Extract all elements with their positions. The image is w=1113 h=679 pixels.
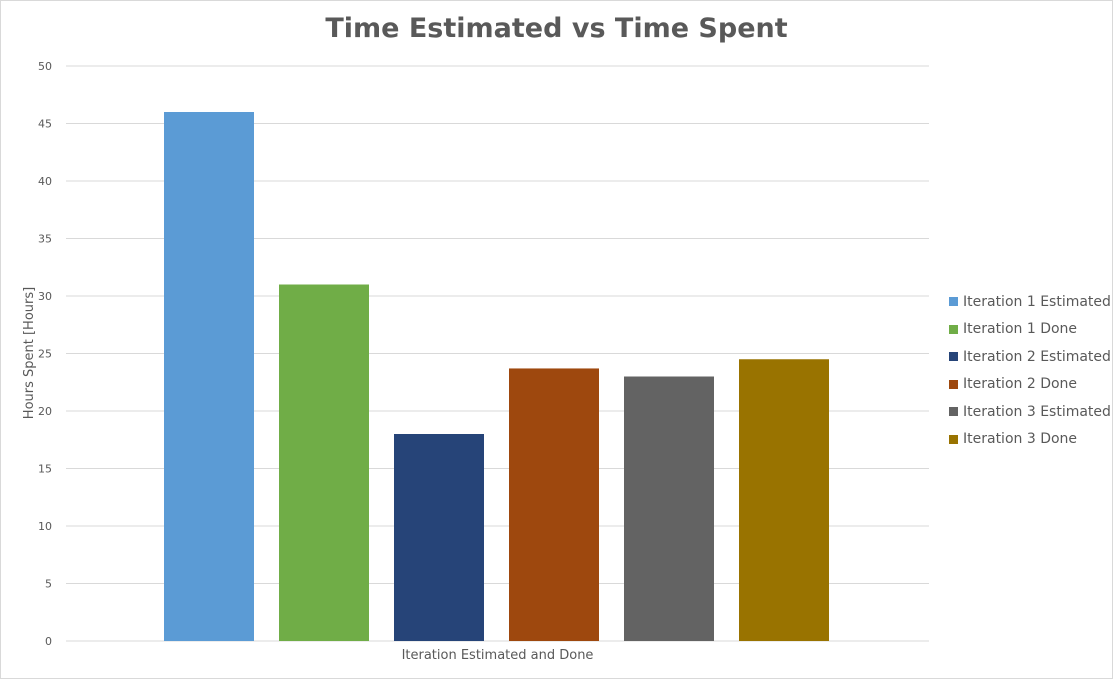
- legend-label: Iteration 2 Estimated: [963, 348, 1111, 365]
- bar-iteration-2-estimated: [394, 434, 484, 641]
- legend-label: Iteration 3 Done: [963, 431, 1078, 448]
- y-tick-label: 25: [38, 348, 52, 361]
- x-axis-title: Iteration Estimated and Done: [402, 648, 594, 663]
- y-tick-label: 0: [45, 635, 52, 648]
- y-tick-label: 45: [38, 118, 52, 131]
- legend-label: Iteration 1 Estimated: [963, 293, 1111, 310]
- bar-iteration-1-estimated: [164, 112, 254, 641]
- y-tick-label: 10: [38, 520, 52, 533]
- y-axis-ticks: 0 5 10 15 20 25 30 35 40 45 50: [38, 60, 52, 648]
- legend-item: Iteration 2 Done: [949, 371, 1111, 399]
- bar-iteration-3-estimated: [624, 376, 714, 641]
- bar-iteration-2-done: [509, 368, 599, 641]
- y-tick-label: 50: [38, 60, 52, 73]
- chart-title: Time Estimated vs Time Spent: [325, 13, 788, 44]
- legend-label: Iteration 3 Estimated: [963, 403, 1111, 420]
- y-tick-label: 5: [45, 578, 52, 591]
- legend-label: Iteration 1 Done: [963, 321, 1078, 338]
- legend-item: Iteration 3 Estimated: [949, 398, 1111, 426]
- y-tick-label: 40: [38, 175, 52, 188]
- y-tick-label: 30: [38, 290, 52, 303]
- legend-swatch: [949, 297, 958, 307]
- legend-swatch: [949, 434, 958, 444]
- legend-swatch: [949, 407, 958, 417]
- bars: [164, 112, 829, 641]
- y-tick-label: 35: [38, 233, 52, 246]
- bar-iteration-3-done: [739, 359, 829, 641]
- y-tick-label: 15: [38, 463, 52, 476]
- legend-item: Iteration 2 Estimated: [949, 343, 1111, 371]
- legend-swatch: [949, 324, 958, 334]
- bar-iteration-1-done: [279, 284, 369, 641]
- legend-label: Iteration 2 Done: [963, 376, 1078, 393]
- legend-swatch: [949, 352, 958, 362]
- legend: Iteration 1 Estimated Iteration 1 Done Ite…: [949, 288, 1111, 453]
- legend-item: Iteration 1 Done: [949, 316, 1111, 344]
- y-tick-label: 20: [38, 405, 52, 418]
- y-axis-title: Hours Spent [Hours]: [22, 287, 37, 419]
- legend-item: Iteration 3 Done: [949, 426, 1111, 454]
- legend-swatch: [949, 379, 958, 389]
- legend-item: Iteration 1 Estimated: [949, 288, 1111, 316]
